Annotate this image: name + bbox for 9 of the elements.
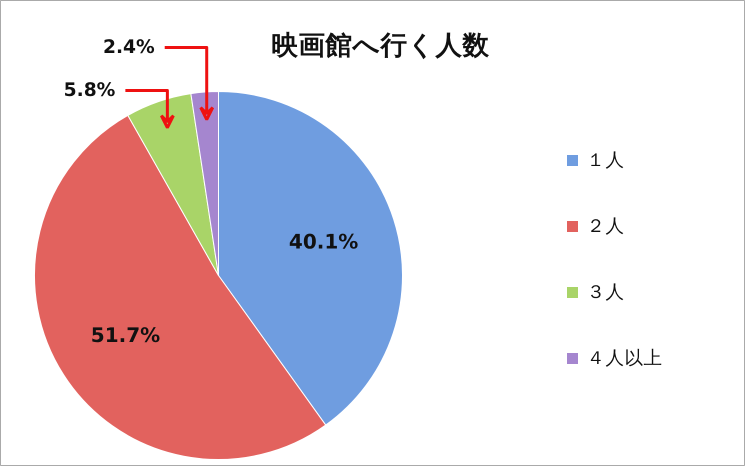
data-label: 5.8% — [64, 80, 116, 101]
legend-label: ４人以上 — [586, 348, 662, 369]
chart-title: 映画館へ行く人数 — [272, 30, 490, 61]
legend-label: ２人 — [586, 216, 624, 237]
data-label: 51.7% — [90, 322, 160, 347]
legend-label: ３人 — [586, 282, 624, 303]
data-label: 2.4% — [102, 37, 156, 58]
data-label: 40.1% — [288, 230, 358, 254]
legend-label: １人 — [586, 150, 624, 171]
